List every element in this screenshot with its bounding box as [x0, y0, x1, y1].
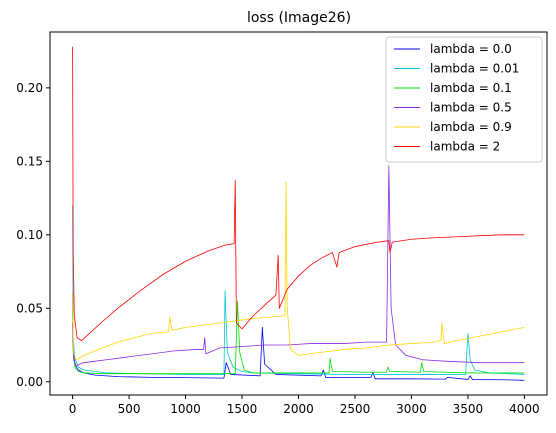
series-line-2: [72, 300, 525, 375]
legend-box: [385, 36, 543, 163]
y-tick-label-3: 0.15: [16, 154, 43, 168]
x-tick-label-7: 3500: [453, 402, 484, 416]
chart-title: loss (Image26): [247, 10, 351, 26]
x-tick-label-3: 1500: [227, 402, 258, 416]
legend-label-1: lambda = 0.01: [430, 62, 519, 76]
legend-label-5: lambda = 2: [430, 140, 500, 154]
legend: lambda = 0.0 lambda = 0.01 lambda = 0.1 lam…: [385, 36, 543, 163]
x-tick-label-2: 1000: [170, 402, 201, 416]
legend-label-3: lambda = 0.5: [430, 101, 512, 115]
y-tick-label-1: 0.05: [16, 301, 43, 315]
series-layer: [72, 46, 525, 381]
series-line-1: [72, 205, 525, 375]
x-tick-label-1: 500: [118, 402, 141, 416]
x-tick-label-8: 4000: [509, 402, 540, 416]
ticks-layer: 0 500 1000 1500 2000 2500 3000 3500 4000 0.00 0.05…: [16, 81, 539, 416]
legend-label-4: lambda = 0.9: [430, 120, 512, 134]
x-tick-label-4: 2000: [283, 402, 314, 416]
legend-label-2: lambda = 0.1: [430, 81, 512, 95]
series-line-3: [72, 165, 525, 367]
y-tick-label-0: 0.00: [16, 375, 43, 389]
x-tick-label-6: 3000: [396, 402, 427, 416]
legend-label-0: lambda = 0.0: [430, 42, 512, 56]
x-tick-label-5: 2500: [340, 402, 371, 416]
y-tick-label-2: 0.10: [16, 228, 43, 242]
x-tick-label-0: 0: [69, 402, 77, 416]
series-line-4: [72, 181, 525, 361]
series-line-0: [72, 293, 525, 381]
series-line-5: [72, 46, 525, 342]
y-tick-label-4: 0.20: [16, 81, 43, 95]
